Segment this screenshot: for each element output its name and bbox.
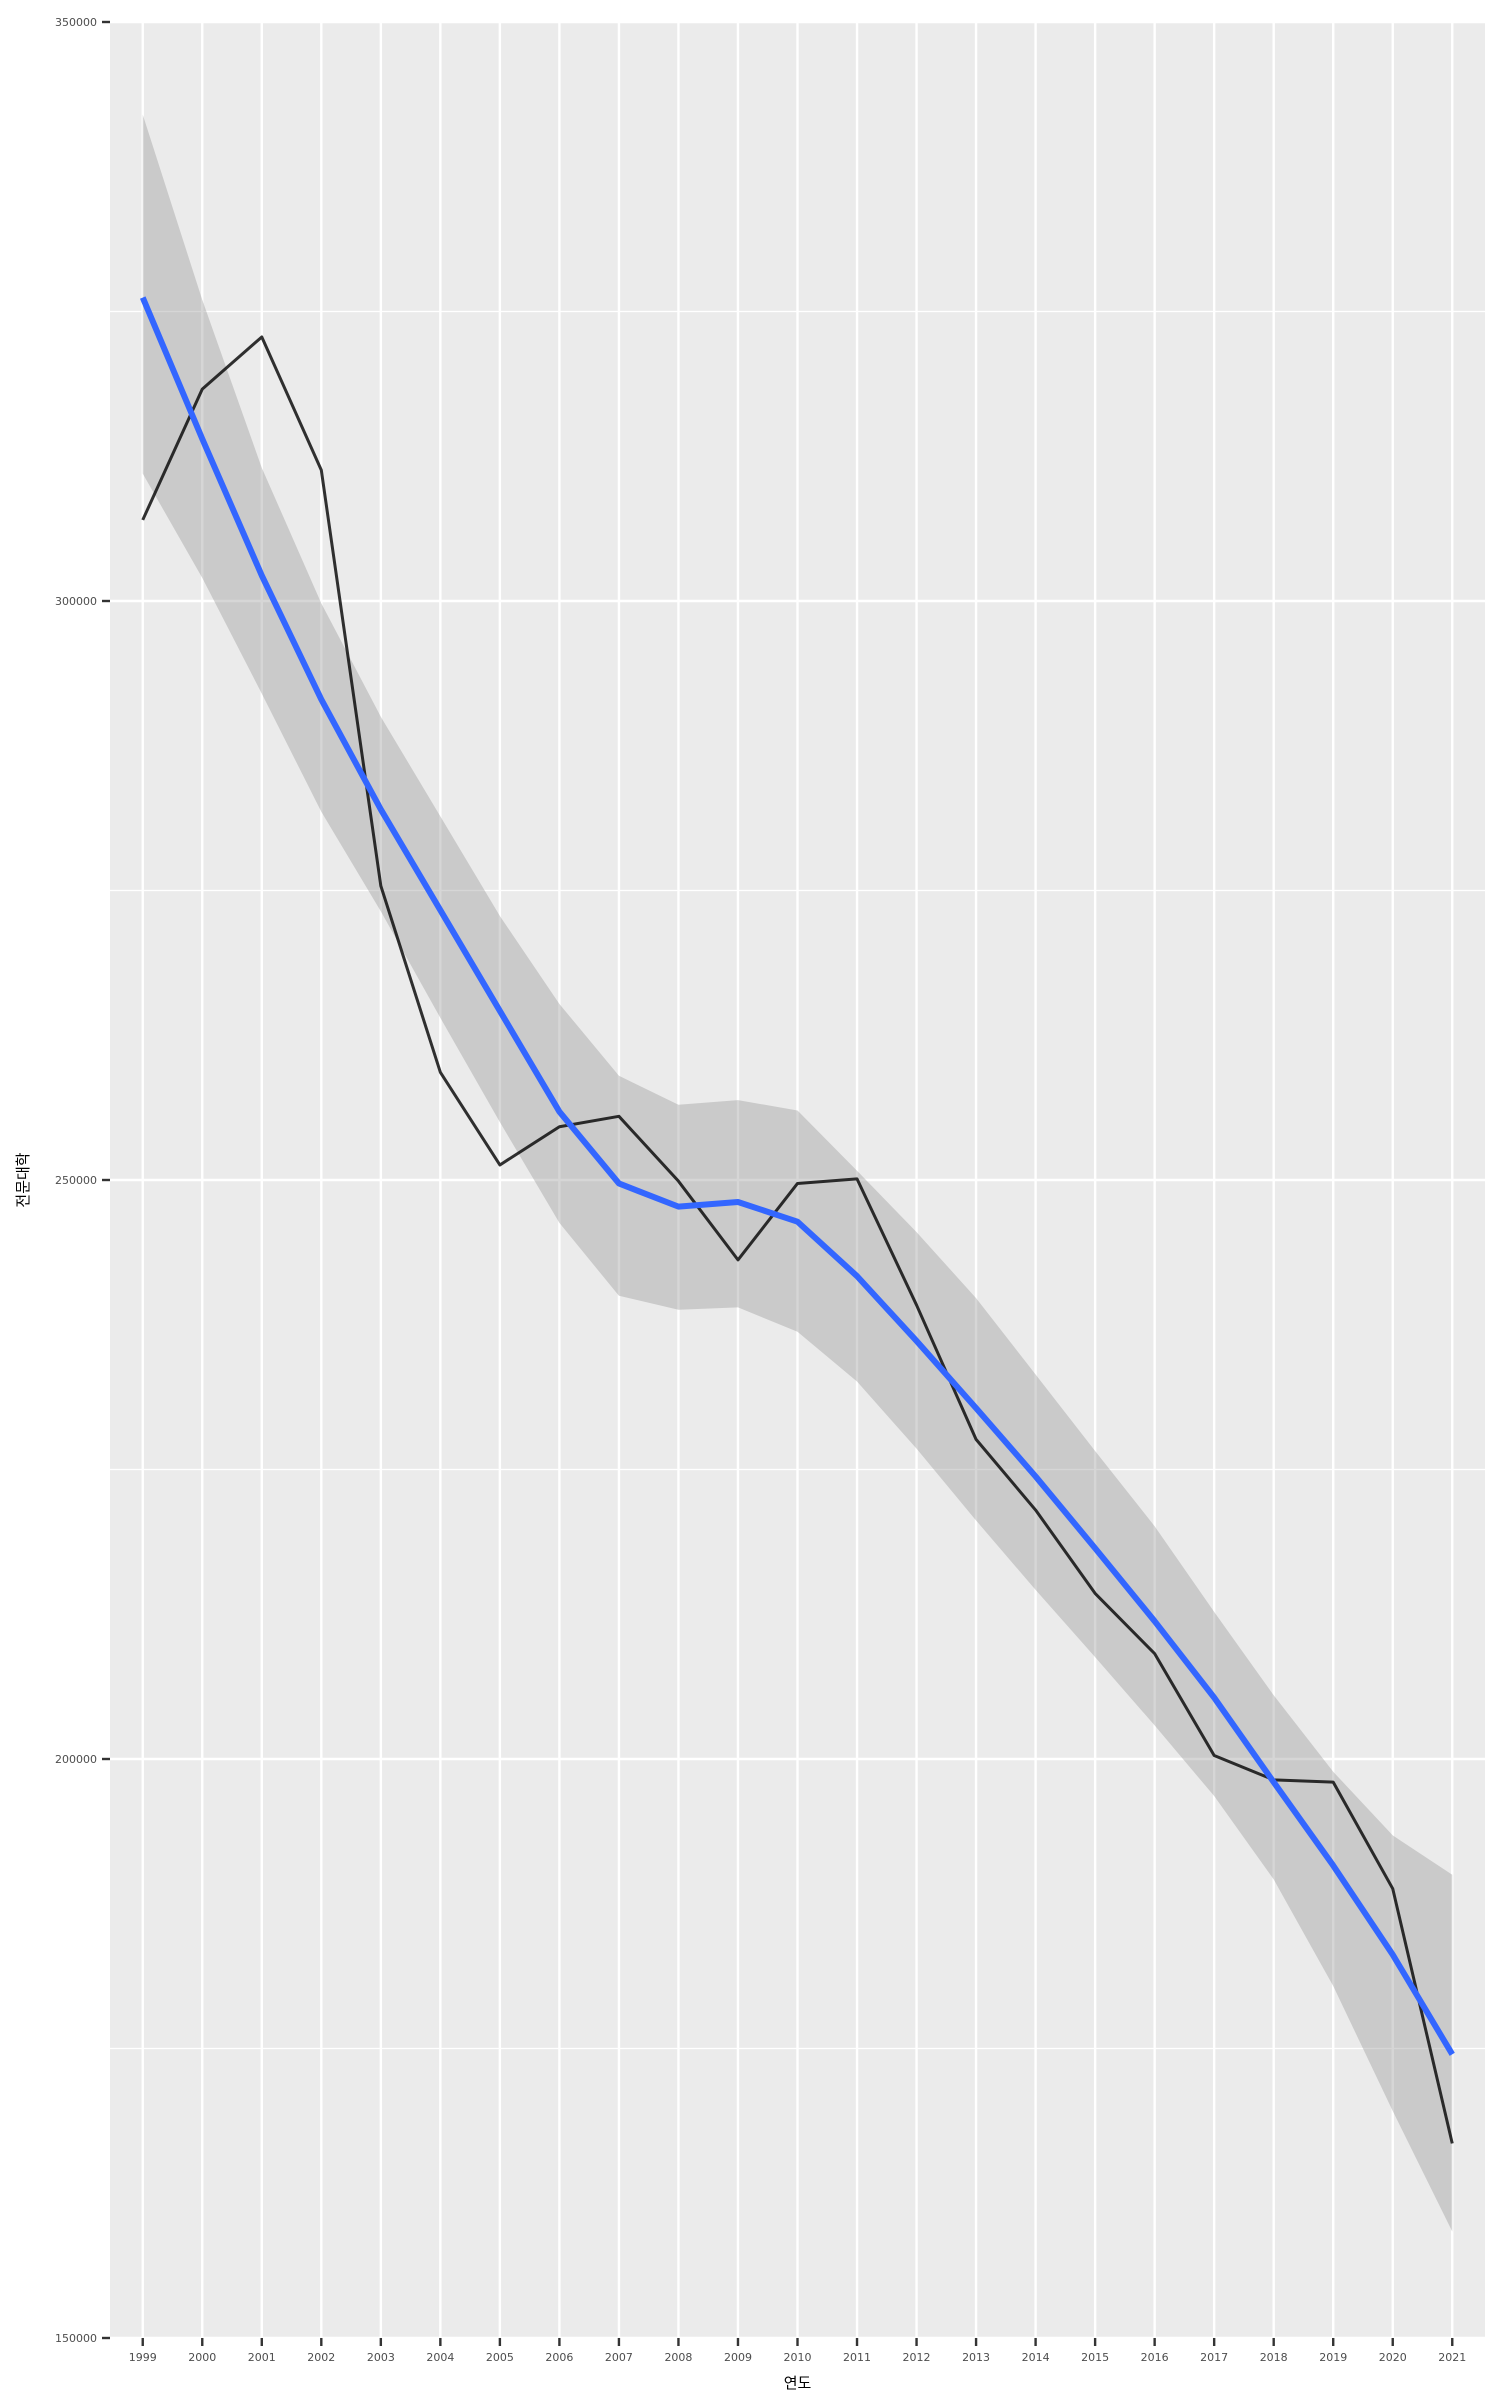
x-tick-label: 2013: [962, 2351, 990, 2364]
y-tick-label: 150000: [55, 2332, 97, 2345]
x-tick-label: 2006: [545, 2351, 573, 2364]
x-tick-label: 2004: [426, 2351, 454, 2364]
x-tick-label: 2010: [784, 2351, 812, 2364]
x-tick-label: 2021: [1438, 2351, 1466, 2364]
y-tick-label: 250000: [55, 1174, 97, 1187]
x-tick-label: 2001: [248, 2351, 276, 2364]
x-tick-label: 2016: [1141, 2351, 1169, 2364]
smooth-trend-line: [139, 296, 1455, 2056]
x-tick-label: 2009: [724, 2351, 752, 2364]
x-tick-label: 2018: [1260, 2351, 1288, 2364]
x-tick-label: 2020: [1379, 2351, 1407, 2364]
x-tick-label: 2008: [664, 2351, 692, 2364]
y-tick-label: 350000: [55, 16, 97, 29]
x-tick-label: 2012: [903, 2351, 931, 2364]
data-line: [141, 335, 1454, 2144]
x-tick-label: 1999: [129, 2351, 157, 2364]
x-tick-label: 2017: [1200, 2351, 1228, 2364]
x-tick-label: 2007: [605, 2351, 633, 2364]
x-tick-label: 2000: [188, 2351, 216, 2364]
x-tick-label: 2011: [843, 2351, 871, 2364]
y-axis-title: 전문대학: [14, 1152, 32, 1207]
x-tick-label: 2003: [367, 2351, 395, 2364]
x-tick-label: 2014: [1022, 2351, 1050, 2364]
x-tick-label: 2019: [1319, 2351, 1347, 2364]
axis-layer: 150000 200000 250000 300000 350000 1999 2000 20…: [55, 16, 1466, 2364]
confidence-ribbon: [142, 114, 1453, 2232]
plot-panel: [110, 20, 1485, 2340]
confidence-ribbon-layer: [142, 114, 1453, 2232]
x-tick-label: 2002: [307, 2351, 335, 2364]
y-tick-label: 300000: [55, 595, 97, 608]
x-tick-label: 2015: [1081, 2351, 1109, 2364]
series-layer: [139, 296, 1455, 2144]
y-tick-label: 200000: [55, 1753, 97, 1766]
x-tick-label: 2005: [486, 2351, 514, 2364]
x-axis-title: 연도: [784, 2374, 812, 2392]
